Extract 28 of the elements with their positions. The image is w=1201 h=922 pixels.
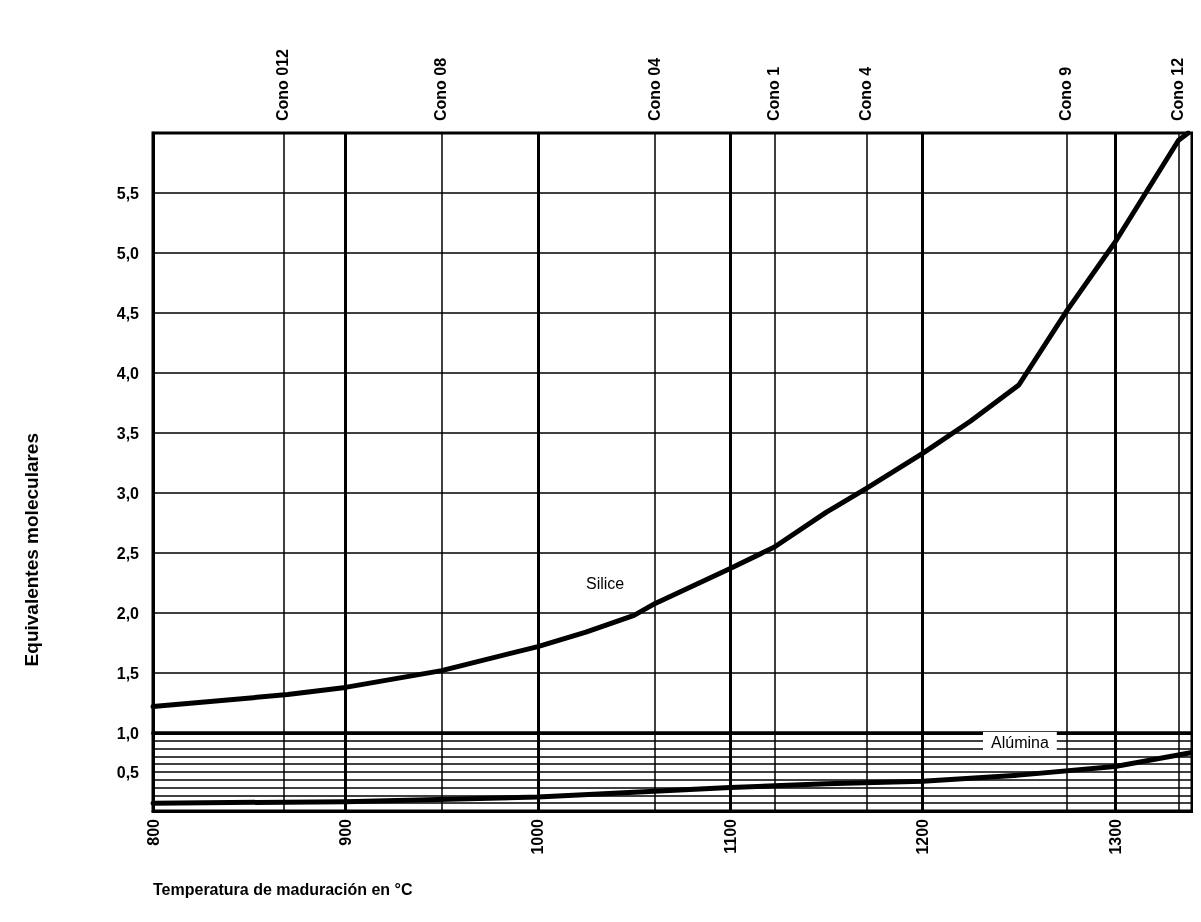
y-tick-label: 3,0 <box>116 484 140 502</box>
annotation: Silice <box>586 574 625 592</box>
y-axis-title: Equivalentes moleculares <box>21 432 42 667</box>
y-tick-label: 2,0 <box>116 604 140 622</box>
ref-line-label: Cono 08 <box>432 57 450 121</box>
annotation: Alúmina <box>991 733 1049 751</box>
y-tick-label: 4,5 <box>116 304 140 322</box>
x-tick-label: 1100 <box>721 818 739 854</box>
x-tick-label: 1200 <box>914 818 932 855</box>
y-tick-label: 2,5 <box>116 544 140 562</box>
ref-line-label: Cono 9 <box>1057 66 1075 121</box>
x-tick-label: 900 <box>336 818 354 846</box>
ref-line-label: Cono 012 <box>274 48 292 121</box>
x-tick-label: 1000 <box>529 818 547 855</box>
y-tick-label: 3,5 <box>116 424 140 442</box>
ref-line-label: Cono 04 <box>645 57 663 121</box>
y-tick-label: 1,5 <box>116 664 140 682</box>
y-tick-label: 1,0 <box>116 724 140 742</box>
x-tick-label: 1300 <box>1106 818 1124 855</box>
ref-line-label: Cono 4 <box>857 66 875 121</box>
ref-line-label: Cono 1 <box>764 66 782 121</box>
y-tick-label: 4,0 <box>116 364 140 382</box>
ref-line-label: Cono 12 <box>1169 57 1187 121</box>
x-tick-label: 800 <box>144 818 162 846</box>
y-tick-label: 0,5 <box>116 763 140 781</box>
x-axis-title: Temperatura de maduración en °C <box>153 880 413 898</box>
y-tick-label: 5,0 <box>116 244 140 262</box>
y-tick-label: 5,5 <box>116 184 140 202</box>
